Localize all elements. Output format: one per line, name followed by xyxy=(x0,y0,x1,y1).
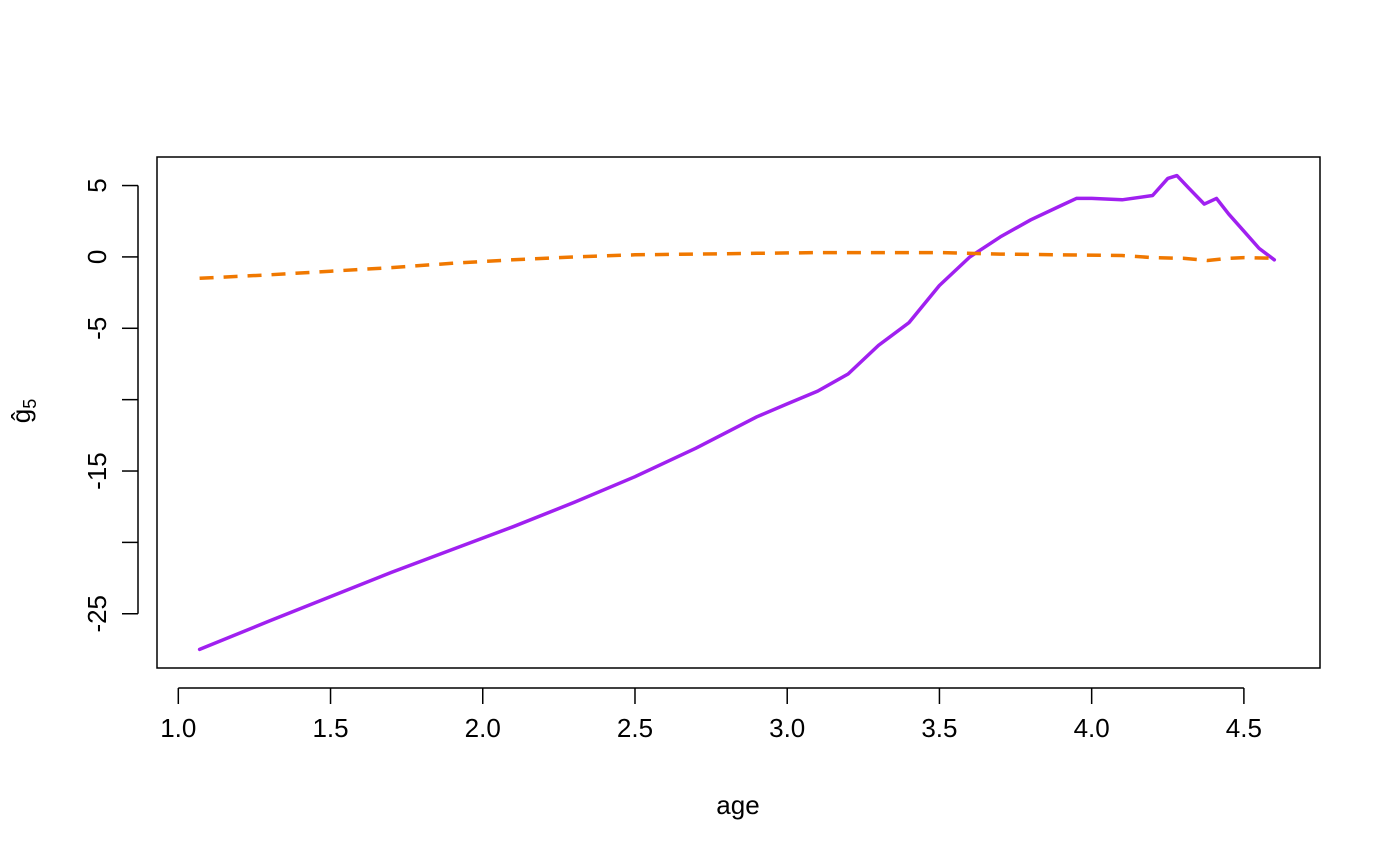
y-axis-title-group: ĝ5 xyxy=(6,399,40,423)
y-axis-title-subscript: 5 xyxy=(20,399,40,409)
y-tick-label: 5 xyxy=(82,178,112,192)
y-axis-title: ĝ5 xyxy=(6,399,40,423)
plot-frame xyxy=(156,156,1321,669)
x-tick-label: 3.5 xyxy=(921,713,957,743)
x-tick-label: 3.0 xyxy=(769,713,805,743)
y-axis: 5 0 -5 -15 -25 xyxy=(82,178,139,633)
y-tick-label: 0 xyxy=(82,250,112,264)
y-tick-label: -15 xyxy=(82,452,112,490)
x-tick-label: 4.0 xyxy=(1074,713,1110,743)
series-line-2 xyxy=(199,250,1275,281)
x-tick-label: 1.5 xyxy=(312,713,348,743)
series-layer xyxy=(197,173,1277,652)
x-axis-title: age xyxy=(716,790,759,820)
x-axis: 1.0 1.5 2.0 2.5 3.0 3.5 4.0 4.5 xyxy=(160,687,1262,743)
x-tick-label: 2.0 xyxy=(465,713,501,743)
y-tick-label: -5 xyxy=(82,317,112,340)
y-axis-title-main: ĝ xyxy=(6,409,36,423)
x-tick-label: 4.5 xyxy=(1226,713,1262,743)
series-line-1 xyxy=(197,173,1277,652)
x-tick-label: 2.5 xyxy=(617,713,653,743)
x-tick-label: 1.0 xyxy=(160,713,196,743)
y-tick-label: -25 xyxy=(82,595,112,633)
